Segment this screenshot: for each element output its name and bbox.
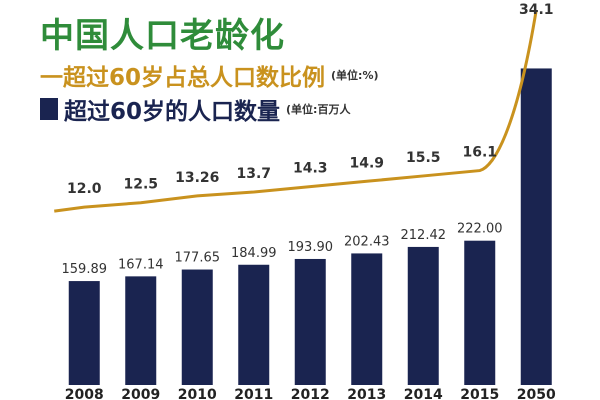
bar [407, 246, 439, 385]
legend-line-unit: (单位:%) [331, 69, 379, 82]
chart-title: 中国人口老龄化 [40, 16, 285, 56]
line-value-label: 16.1 [462, 145, 497, 161]
legend-bar-label: 超过60岁的人口数量 [64, 99, 281, 125]
x-tick-label: 2010 [178, 387, 217, 400]
bar-value-label: 193.90 [288, 240, 334, 255]
bar-value-label: 202.43 [344, 234, 390, 249]
bar-value-label: 212.42 [401, 228, 447, 243]
series-line [54, 9, 538, 213]
x-tick-label: 2011 [234, 387, 273, 400]
legend-line-label: 一超过60岁占总人口数比例 [40, 65, 326, 91]
legend-bar-unit: (单位:百万人 [286, 103, 351, 116]
bar [464, 240, 496, 385]
bar [520, 68, 552, 385]
bar-value-label: 159.89 [62, 262, 108, 277]
line-value-label: 13.26 [175, 170, 219, 186]
line-value-label: 12.5 [123, 177, 158, 193]
line-value-label: 15.5 [406, 150, 441, 166]
bar [238, 264, 270, 385]
bar [294, 258, 326, 385]
bar-value-label: 177.65 [175, 251, 221, 266]
bar-value-label: 222.00 [457, 222, 503, 237]
line-value-label: 13.7 [236, 166, 271, 182]
line-value-label: 34.1 [519, 2, 554, 18]
legend-item-bar: 超过60岁的人口数量 (单位:百万人 [40, 92, 350, 126]
x-tick-label: 2014 [404, 387, 443, 400]
line-value-label: 12.0 [67, 181, 102, 197]
x-tick-label: 2013 [347, 387, 386, 400]
bar [351, 253, 383, 385]
x-tick-label: 2009 [121, 387, 160, 400]
bar [125, 276, 157, 385]
bar-value-label: 184.99 [231, 246, 277, 261]
line-value-label: 14.3 [293, 161, 328, 177]
legend-item-line: 一超过60岁占总人口数比例 (单位:%) [40, 58, 379, 92]
x-tick-label: 2008 [65, 387, 104, 400]
legend-bar-swatch [40, 98, 58, 120]
x-tick-label: 2015 [460, 387, 499, 400]
x-tick-label: 2050 [517, 387, 556, 400]
bar [68, 281, 100, 385]
line-value-label: 14.9 [349, 155, 384, 171]
bar-value-label: 167.14 [118, 257, 164, 272]
bar [181, 269, 213, 385]
x-tick-label: 2012 [291, 387, 330, 400]
